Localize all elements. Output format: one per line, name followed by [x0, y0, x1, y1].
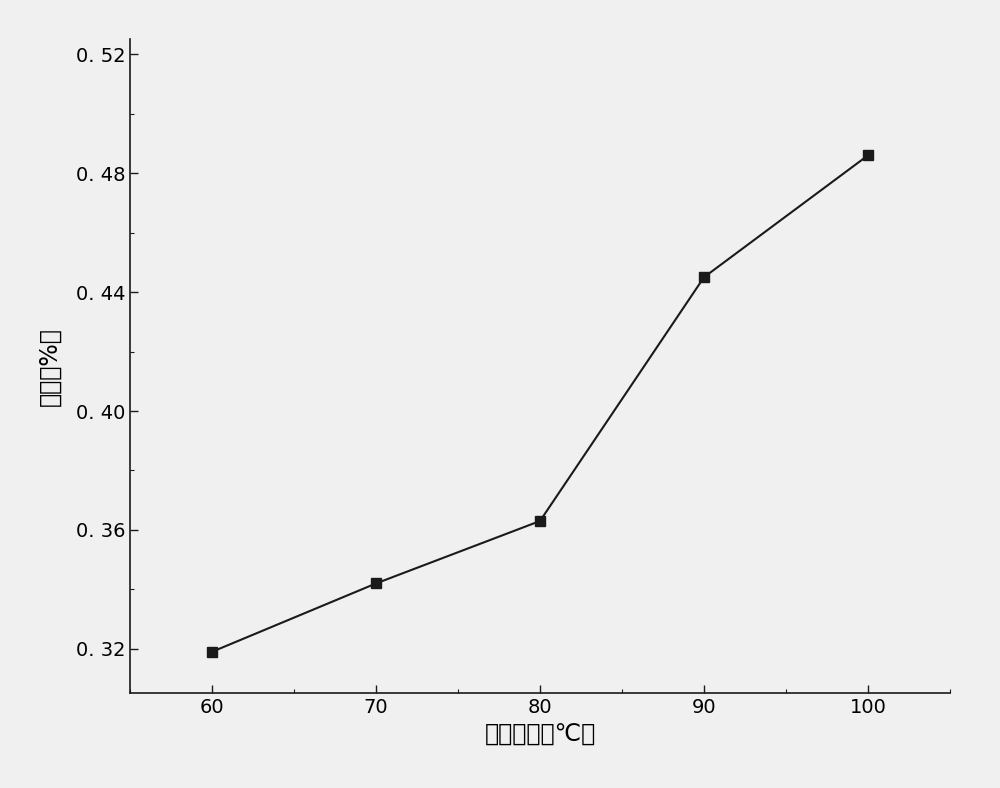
Y-axis label: 得率（%）: 得率（%）: [38, 327, 62, 406]
X-axis label: 提取温度（℃）: 提取温度（℃）: [484, 723, 596, 747]
